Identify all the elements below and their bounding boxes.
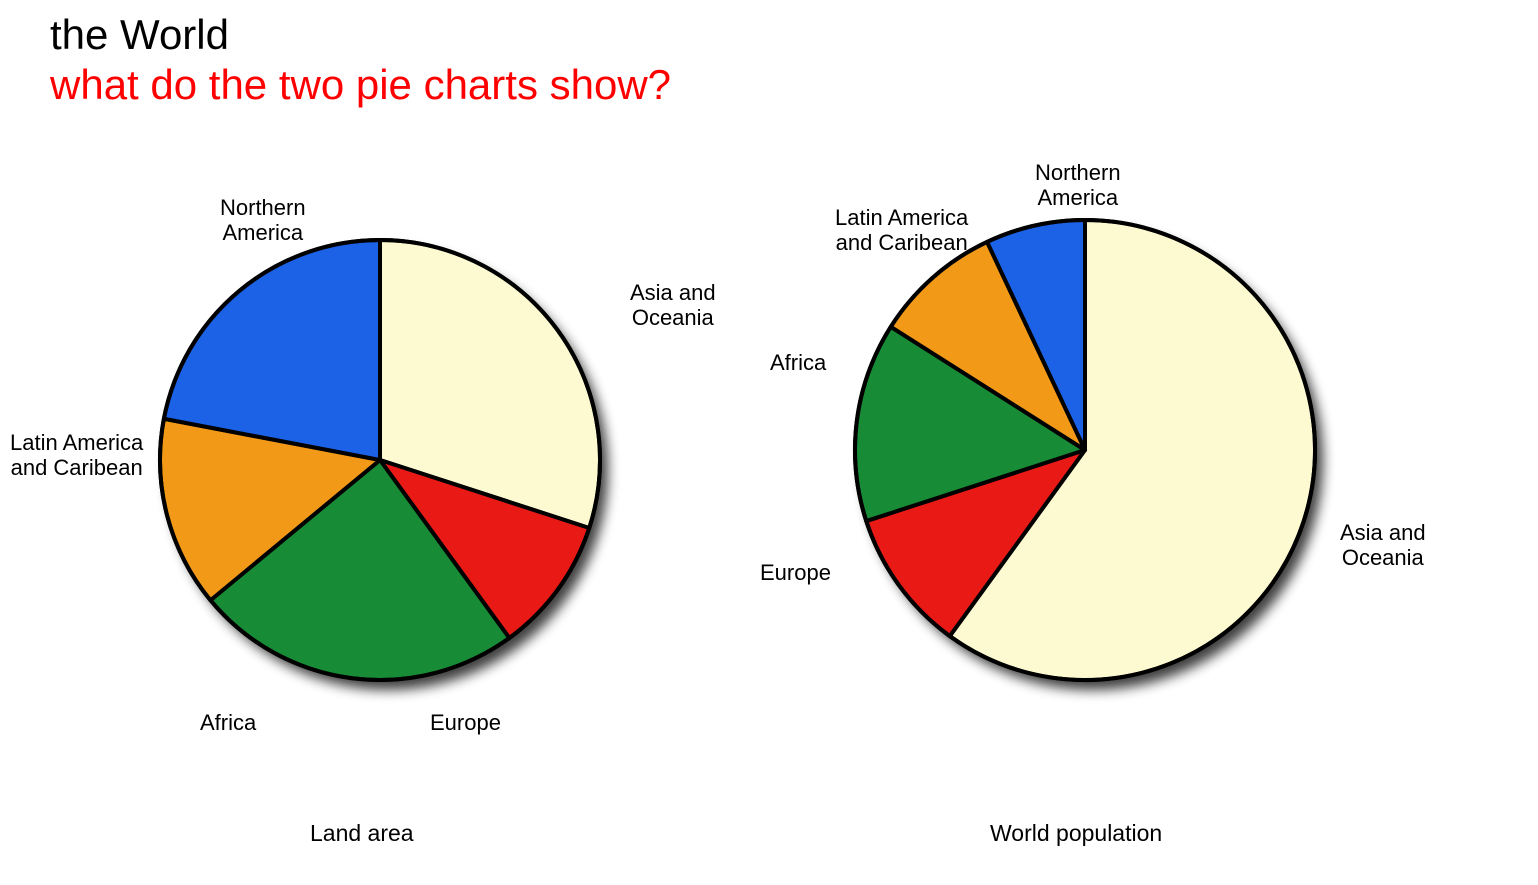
slice-label-northern-america: Northern America [1035, 160, 1121, 211]
slice-label-africa: Africa [770, 350, 826, 375]
chart-caption-1: World population [990, 820, 1162, 847]
slice-label-latin-america-and-caribean: Latin America and Caribean [835, 205, 968, 256]
slice-label-africa: Africa [200, 710, 256, 735]
slice-label-asia-and-oceania: Asia and Oceania [1340, 520, 1426, 571]
slice-label-europe: Europe [430, 710, 501, 735]
title-block: the World what do the two pie charts sho… [50, 10, 671, 111]
slice-label-latin-america-and-caribean: Latin America and Caribean [10, 430, 143, 481]
title-question: what do the two pie charts show? [50, 60, 671, 110]
slice-label-asia-and-oceania: Asia and Oceania [630, 280, 716, 331]
title-line-1: the World [50, 10, 671, 60]
slice-label-europe: Europe [760, 560, 831, 585]
slice-label-northern-america: Northern America [220, 195, 306, 246]
pie-chart-0 [156, 236, 604, 684]
chart-caption-0: Land area [310, 820, 414, 847]
pie-chart-1 [851, 216, 1319, 684]
